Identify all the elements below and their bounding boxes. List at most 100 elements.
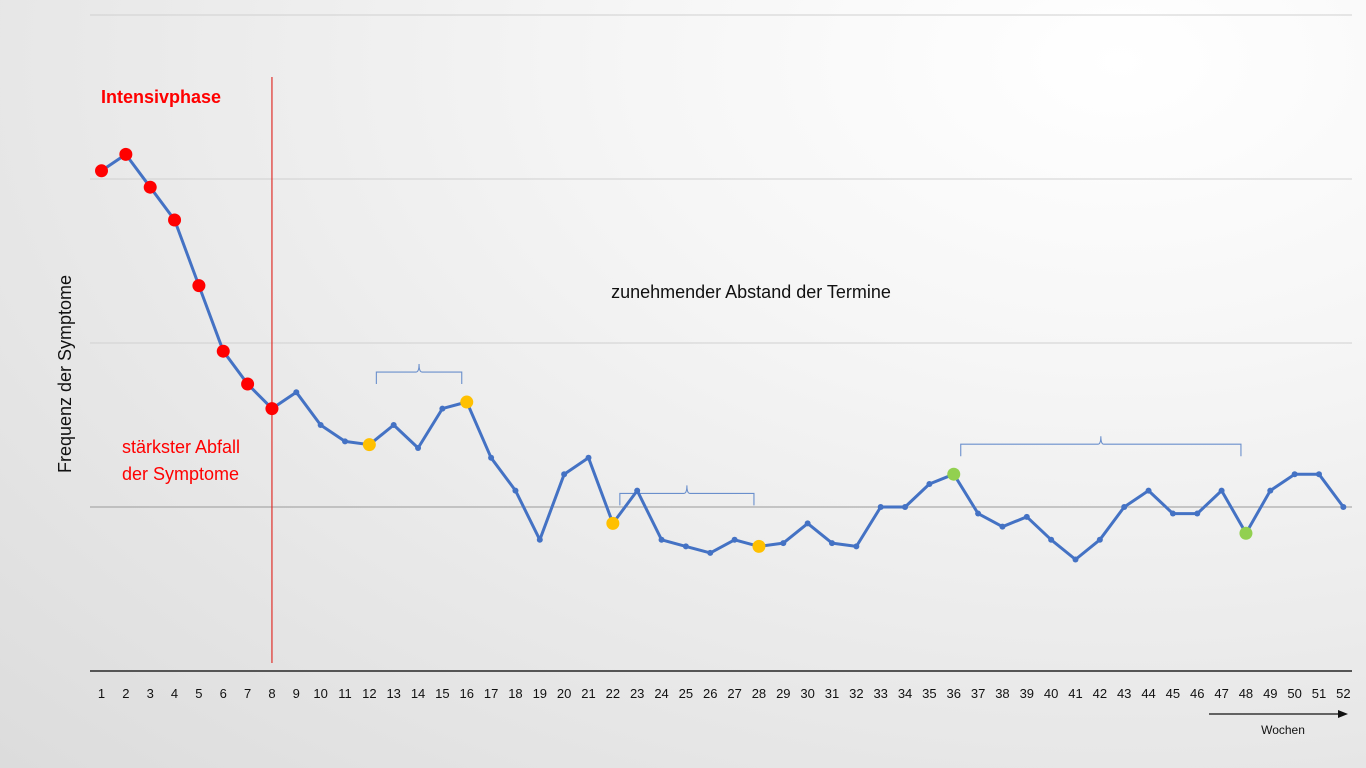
x-tick-label-28: 28: [752, 686, 766, 701]
data-point-week-42: [1096, 536, 1103, 543]
annotation-drop-line1: stärkster Abfall: [122, 437, 240, 457]
annotation-drop-line2: der Symptome: [122, 464, 239, 484]
data-point-week-47: [1218, 487, 1225, 494]
x-tick-label-1: 1: [98, 686, 105, 701]
brace-3: [960, 436, 1242, 457]
data-point-week-44: [1145, 487, 1152, 494]
x-tick-label-9: 9: [293, 686, 300, 701]
data-point-week-18: [512, 487, 519, 494]
data-point-week-16: [460, 395, 474, 409]
brace-1: [375, 364, 463, 385]
data-point-week-17: [488, 454, 495, 461]
x-tick-label-21: 21: [581, 686, 595, 701]
x-tick-label-12: 12: [362, 686, 376, 701]
data-point-week-14: [415, 444, 422, 451]
x-tick-label-3: 3: [147, 686, 154, 701]
x-tick-label-32: 32: [849, 686, 863, 701]
x-tick-label-16: 16: [460, 686, 474, 701]
x-tick-label-5: 5: [195, 686, 202, 701]
annotation-spacing: zunehmender Abstand der Termine: [611, 282, 891, 302]
x-tick-label-6: 6: [220, 686, 227, 701]
data-point-week-35: [926, 481, 933, 488]
annotation-intensivphase: Intensivphase: [101, 87, 221, 107]
x-tick-label-17: 17: [484, 686, 498, 701]
interval-braces: [375, 364, 1242, 506]
gridlines: [90, 14, 1352, 508]
x-tick-label-18: 18: [508, 686, 522, 701]
data-point-week-12: [362, 438, 376, 452]
data-point-week-1: [95, 164, 108, 178]
data-point-week-40: [1048, 536, 1055, 543]
data-point-week-2: [119, 147, 133, 161]
data-point-week-46: [1194, 510, 1201, 517]
data-point-week-48: [1239, 526, 1253, 540]
x-tick-label-39: 39: [1020, 686, 1034, 701]
x-tick-label-52: 52: [1336, 686, 1350, 701]
x-direction-arrowhead: [1338, 710, 1348, 718]
data-point-week-33: [877, 504, 884, 510]
x-unit-label: Wochen: [1261, 723, 1305, 737]
data-point-week-41: [1072, 556, 1079, 563]
data-point-week-32: [853, 543, 860, 550]
series-line-1: [100, 152, 1345, 561]
data-point-week-25: [682, 543, 689, 550]
data-point-week-28: [752, 539, 766, 553]
x-tick-label-37: 37: [971, 686, 985, 701]
data-point-week-36: [947, 467, 961, 481]
data-point-week-5: [192, 279, 206, 293]
x-tick-label-35: 35: [922, 686, 936, 701]
x-tick-label-23: 23: [630, 686, 644, 701]
data-point-week-50: [1291, 471, 1298, 478]
x-tick-label-26: 26: [703, 686, 717, 701]
x-tick-label-27: 27: [727, 686, 741, 701]
data-point-week-8: [265, 402, 279, 416]
x-tick-label-50: 50: [1287, 686, 1301, 701]
x-tick-label-25: 25: [679, 686, 693, 701]
data-point-week-52: [1340, 504, 1347, 510]
x-tick-label-43: 43: [1117, 686, 1131, 701]
series-symptoms: [95, 147, 1347, 563]
x-tick-label-44: 44: [1141, 686, 1155, 701]
x-tick-label-11: 11: [338, 686, 352, 701]
x-tick-label-34: 34: [898, 686, 912, 701]
data-point-week-30: [804, 520, 811, 527]
x-tick-label-33: 33: [873, 686, 887, 701]
x-tick-label-19: 19: [533, 686, 547, 701]
x-tick-label-8: 8: [268, 686, 275, 701]
data-point-week-39: [1023, 513, 1030, 520]
y-axis-label: Frequenz der Symptome: [55, 275, 75, 473]
data-point-week-34: [902, 504, 909, 510]
data-point-week-45: [1169, 510, 1176, 517]
data-point-week-10: [317, 422, 324, 428]
data-point-week-4: [168, 213, 182, 227]
x-tick-label-29: 29: [776, 686, 790, 701]
x-tick-label-41: 41: [1068, 686, 1082, 701]
x-tick-label-47: 47: [1214, 686, 1228, 701]
x-tick-label-10: 10: [313, 686, 327, 701]
x-tick-label-30: 30: [800, 686, 814, 701]
brace-2: [619, 485, 755, 506]
data-point-week-23: [634, 487, 641, 494]
data-point-week-20: [561, 471, 568, 478]
data-point-week-43: [1121, 504, 1128, 510]
data-point-week-38: [999, 523, 1006, 530]
data-point-week-27: [731, 536, 738, 543]
data-point-week-11: [342, 438, 348, 445]
x-tick-label-24: 24: [654, 686, 668, 701]
data-point-week-3: [143, 180, 157, 194]
x-tick-labels: 1 2 3 4 5 6 7 8 9 10 11 12 13 14 15 16 17 18 19 20 21 22 23 24 2…: [98, 686, 1351, 701]
x-tick-label-49: 49: [1263, 686, 1277, 701]
data-point-week-15: [439, 405, 446, 412]
x-tick-label-2: 2: [122, 686, 129, 701]
data-point-week-29: [780, 540, 787, 547]
x-tick-label-22: 22: [606, 686, 620, 701]
data-point-week-9: [293, 389, 300, 396]
data-point-week-6: [216, 344, 230, 358]
data-point-week-49: [1267, 487, 1274, 494]
x-tick-label-14: 14: [411, 686, 425, 701]
data-point-week-22: [606, 516, 620, 530]
x-tick-label-4: 4: [171, 686, 178, 701]
data-point-week-7: [241, 377, 255, 391]
data-point-week-31: [829, 540, 835, 547]
